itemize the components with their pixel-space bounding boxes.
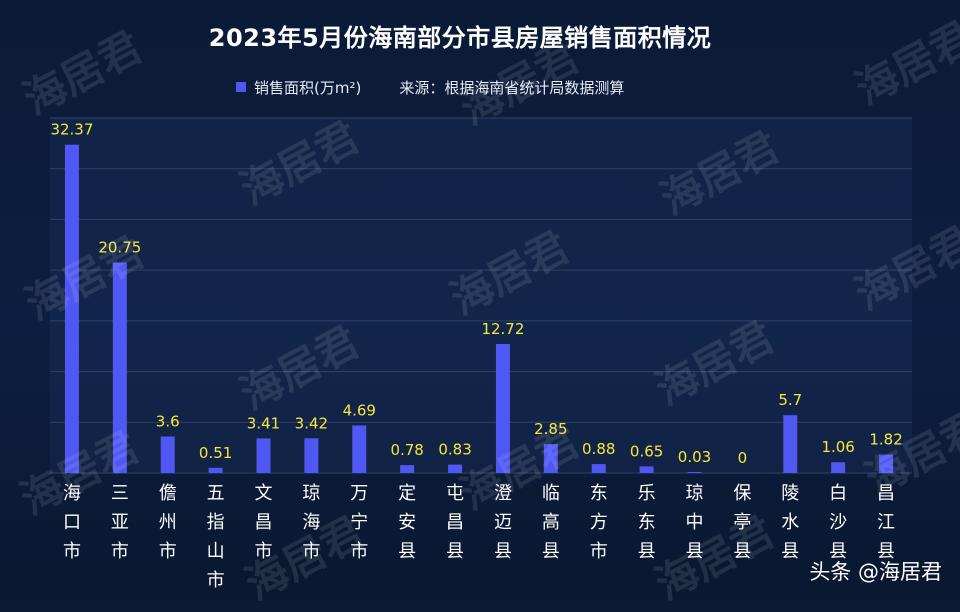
- x-tick-label: 海口市: [63, 483, 81, 562]
- x-tick-label: 五指山市: [207, 483, 225, 591]
- bar: [495, 343, 510, 473]
- data-label: 20.75: [98, 239, 141, 257]
- data-label: 3.41: [247, 414, 280, 432]
- data-label: 0: [738, 449, 748, 467]
- bar: [687, 472, 702, 473]
- bar: [831, 462, 846, 473]
- data-label: 5.7: [778, 391, 802, 409]
- bar: [208, 467, 223, 473]
- bar: [256, 438, 271, 473]
- data-label: 0.03: [678, 448, 711, 466]
- data-label: 2.85: [534, 420, 567, 438]
- data-label: 12.72: [481, 320, 524, 338]
- bar: [448, 464, 463, 473]
- data-label: 1.82: [869, 431, 902, 449]
- bar: [543, 444, 558, 473]
- bar: [879, 454, 894, 473]
- chart-title: 2023年5月份海南部分市县房屋销售面积情况: [208, 24, 712, 52]
- data-label: 3.42: [295, 414, 328, 432]
- x-tick-label: 昌江县: [877, 483, 895, 562]
- x-tick-label: 白沙县: [829, 483, 847, 562]
- x-tick-label: 儋州市: [159, 483, 177, 562]
- source-note: 来源：根据海南省统计局数据测算: [399, 78, 625, 97]
- credit-label: 头条 @海居君: [809, 560, 942, 584]
- bar: [591, 464, 606, 473]
- bar: [783, 415, 798, 473]
- x-tick-label: 陵水县: [781, 483, 799, 562]
- bar: [160, 436, 175, 473]
- bar: [304, 438, 319, 473]
- data-label: 0.51: [199, 444, 232, 462]
- x-tick-label: 文昌市: [255, 483, 273, 562]
- x-tick-label: 定安县: [398, 483, 416, 562]
- data-label: 1.06: [821, 438, 854, 456]
- x-tick-label: 东方市: [590, 483, 608, 562]
- bar: [639, 466, 654, 473]
- data-label: 4.69: [343, 401, 376, 419]
- data-label: 32.37: [50, 121, 93, 139]
- plot-area: [50, 118, 912, 473]
- bar: [352, 425, 367, 473]
- x-tick-label: 乐东县: [638, 483, 656, 562]
- legend: 销售面积(万m²) 来源：根据海南省统计局数据测算: [236, 76, 624, 98]
- x-tick-label: 保亭县: [733, 483, 751, 562]
- x-tick-label: 琼中县: [686, 483, 704, 562]
- bar: [64, 144, 79, 473]
- data-label: 0.65: [630, 442, 663, 460]
- bar: [400, 465, 415, 473]
- x-tick-label: 万宁市: [350, 483, 368, 562]
- data-label: 0.88: [582, 440, 615, 458]
- bar: [112, 262, 127, 473]
- x-tick-label: 澄迈县: [494, 483, 512, 562]
- x-tick-label: 临高县: [542, 483, 560, 562]
- x-tick-label: 三亚市: [111, 483, 129, 562]
- legend-label: 销售面积(万m²): [254, 78, 362, 97]
- data-label: 0.83: [438, 441, 471, 459]
- x-tick-label: 琼海市: [302, 483, 320, 562]
- x-tick-label: 屯昌县: [446, 483, 464, 562]
- legend-swatch: [236, 82, 246, 92]
- data-label: 0.78: [390, 441, 423, 459]
- data-label: 3.6: [156, 412, 180, 430]
